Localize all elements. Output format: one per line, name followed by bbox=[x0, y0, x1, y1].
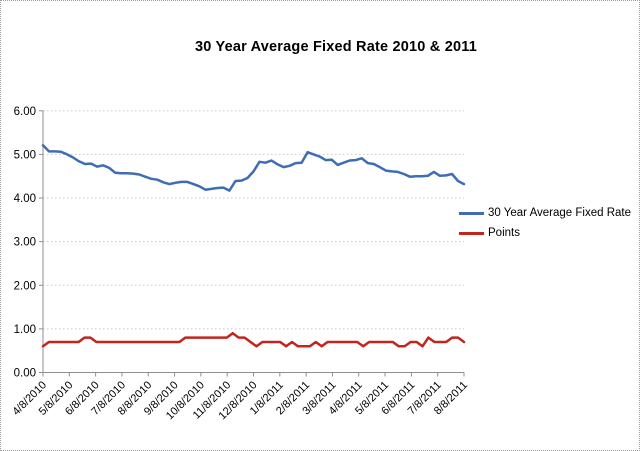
series-line-rate bbox=[41, 144, 466, 192]
y-axis-label: 4.00 bbox=[14, 193, 36, 205]
points-line-swatch bbox=[459, 231, 484, 235]
chart-title: 30 Year Average Fixed Rate 2010 & 2011 bbox=[195, 39, 477, 55]
series-line-points bbox=[41, 331, 466, 348]
legend-label-points: Points bbox=[488, 227, 520, 239]
y-axis-label: 2.00 bbox=[14, 280, 36, 292]
legend-label-rate: 30 Year Average Fixed Rate bbox=[488, 207, 632, 219]
y-axis-label: 6.00 bbox=[14, 106, 36, 118]
legend-item-rate: 30 Year Average Fixed Rate bbox=[459, 207, 631, 219]
y-axis-label: 5.00 bbox=[14, 149, 36, 161]
rate-line-swatch bbox=[459, 211, 484, 215]
legend: 30 Year Average Fixed Rate Points bbox=[459, 207, 631, 247]
y-axis-label: 1.00 bbox=[14, 324, 36, 336]
legend-item-points: Points bbox=[459, 227, 631, 239]
y-axis-label: 3.00 bbox=[14, 237, 36, 249]
y-axis-label: 0.00 bbox=[14, 368, 36, 380]
